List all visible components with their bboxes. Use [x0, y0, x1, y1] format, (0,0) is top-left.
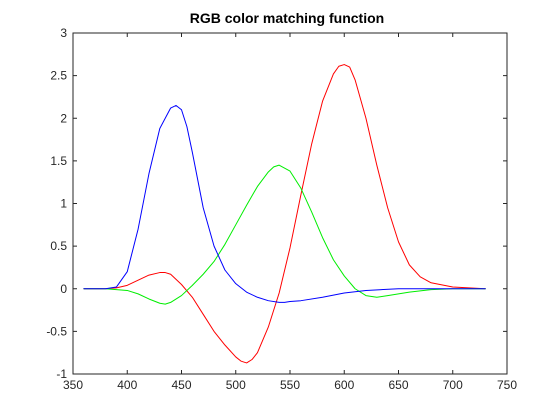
plot-area-frame — [72, 32, 508, 375]
y-tick-label: 2.5 — [50, 69, 67, 83]
chart-title: RGB color matching function — [190, 10, 384, 26]
series-line-1 — [83, 64, 486, 364]
y-tick-label: -1 — [56, 367, 67, 381]
y-tick-label: 1 — [60, 197, 67, 211]
x-tick-label: 400 — [117, 378, 137, 392]
x-tick-label: 700 — [443, 378, 463, 392]
series-line-2 — [83, 164, 486, 305]
x-tick-label: 600 — [334, 378, 354, 392]
x-tick-label: 500 — [226, 378, 246, 392]
series-layer — [83, 64, 486, 364]
y-tick-label: 2 — [60, 111, 67, 125]
x-tick-label: 550 — [280, 378, 300, 392]
y-tick-label: 0.5 — [50, 239, 67, 253]
x-tick-label: 750 — [497, 378, 517, 392]
x-tick-label: 350 — [63, 378, 83, 392]
series-line-3 — [83, 104, 486, 303]
x-tick-label: 450 — [171, 378, 191, 392]
y-tick-label: 0 — [60, 282, 67, 296]
y-tick-label: 3 — [60, 26, 67, 40]
x-tick-label: 650 — [388, 378, 408, 392]
axes-layer: 350 400 450 500 550 600 650 700 750 -1 -0.5 0 0.5 1 1.… — [46, 26, 517, 392]
y-tick-label: -0.5 — [46, 324, 67, 338]
y-tick-label: 1.5 — [50, 154, 67, 168]
